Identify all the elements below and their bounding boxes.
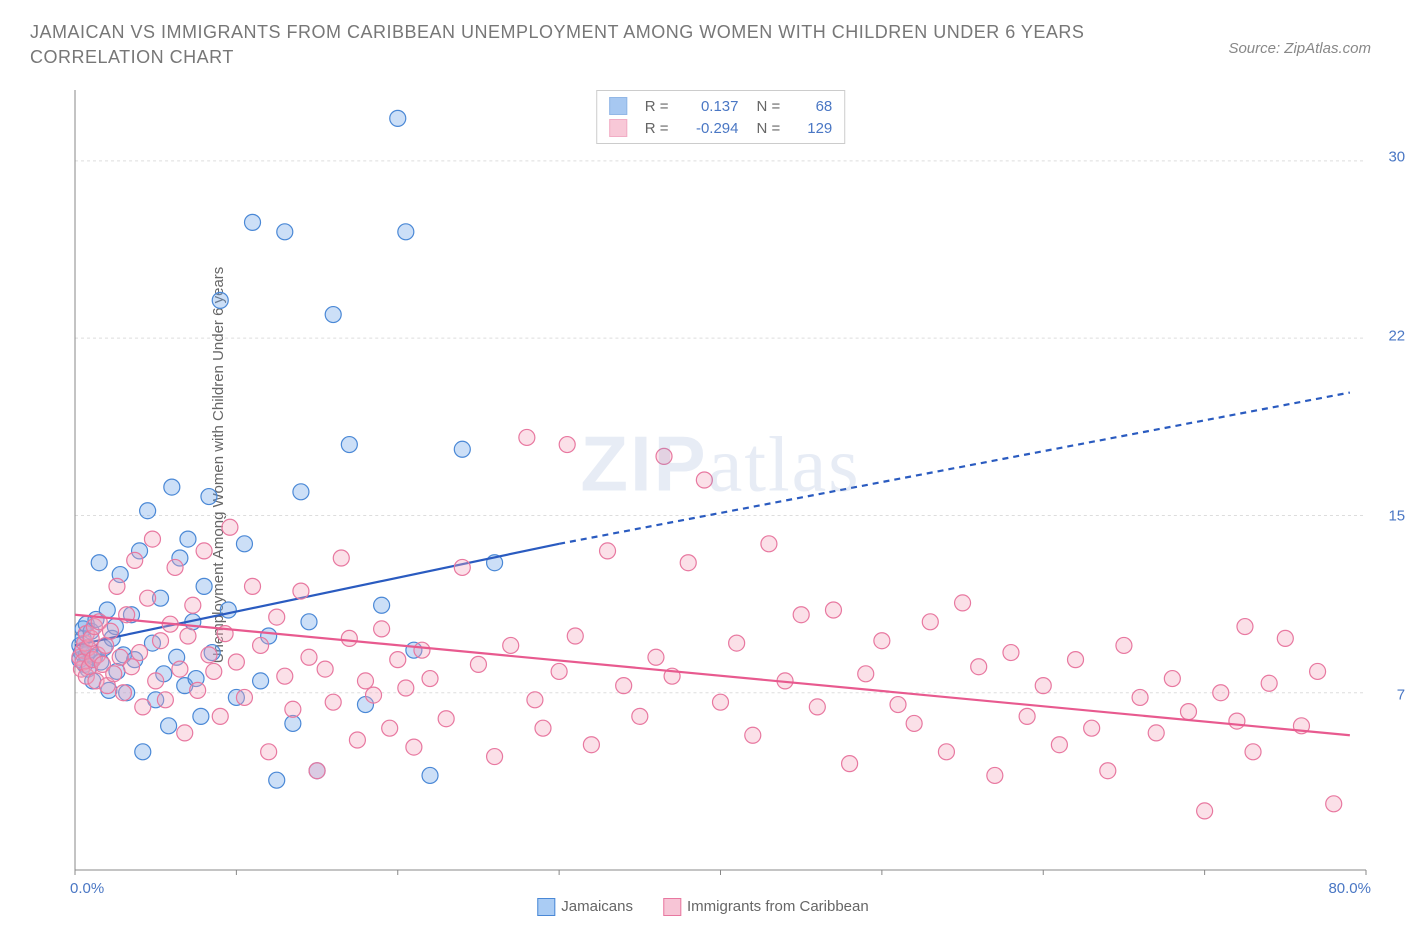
source-credit: Source: ZipAtlas.com	[1228, 40, 1371, 57]
stats-legend-row: R =0.137N =68	[609, 95, 833, 117]
y-tick-label: 30.0%	[1388, 148, 1406, 165]
legend-item: Jamaicans	[537, 898, 633, 916]
y-tick-label: 22.5%	[1388, 328, 1406, 345]
y-tick-label: 15.0%	[1388, 507, 1406, 524]
legend-item: Immigrants from Caribbean	[663, 898, 869, 916]
x-tick-label: 80.0%	[1328, 880, 1371, 897]
stats-legend: R =0.137N =68R =-0.294N =129	[596, 90, 846, 144]
chart-title: JAMAICAN VS IMMIGRANTS FROM CARIBBEAN UN…	[30, 20, 1130, 70]
plot-area: R =0.137N =68R =-0.294N =129 ZIPatlas 7.…	[70, 85, 1371, 875]
bottom-legend: Jamaicans Immigrants from Caribbean	[537, 898, 868, 916]
x-tick-label: 0.0%	[70, 880, 104, 897]
stats-legend-row: R =-0.294N =129	[609, 117, 833, 139]
y-tick-label: 7.5%	[1397, 687, 1406, 704]
scatter-plot	[70, 85, 1371, 875]
